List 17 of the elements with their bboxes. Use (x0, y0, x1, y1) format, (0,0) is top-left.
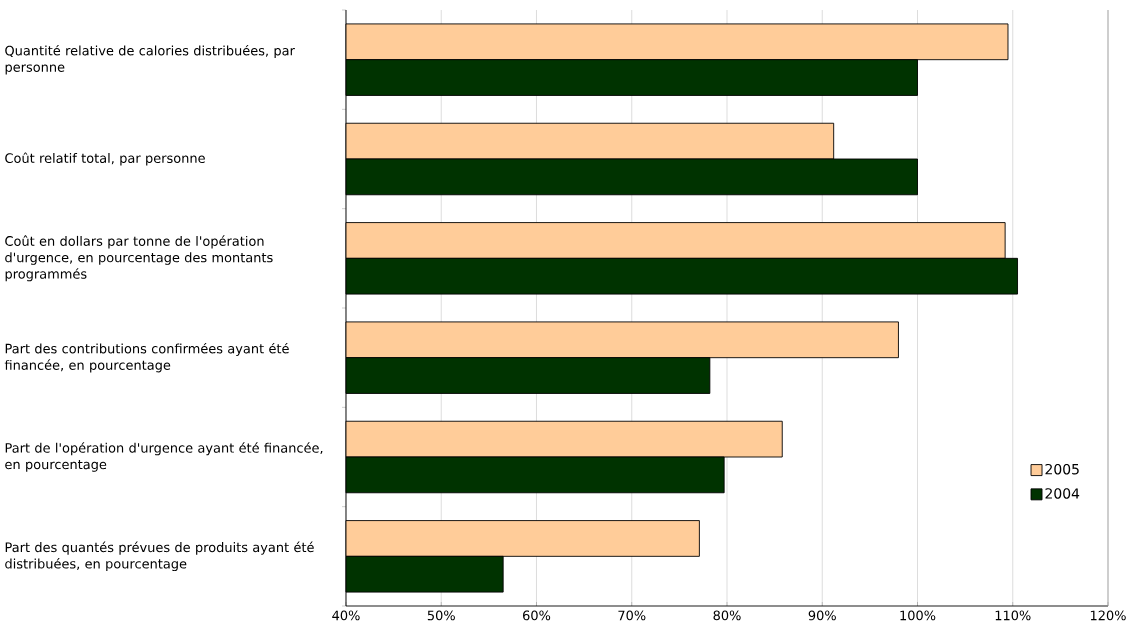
y-tick-label: Part de l'opération d'urgence ayant été financée, en pourcentage (5, 442, 323, 472)
y-tick-label: Quantité relative de calories distribuées, par personne (5, 44, 295, 75)
y-tick-label: Coût en dollars par tonne de l'opération d'urgence, en pourcentage des montants programmés (5, 235, 273, 282)
x-tick-label: 80% (713, 610, 741, 621)
y-tick-label: Part des contributions confirmées ayant été financée, en pourcentage (4, 342, 289, 373)
legend-label: 2004 (1045, 488, 1080, 499)
x-tick-label: 60% (523, 610, 551, 621)
y-tick-label: Part des quantés prévues de produits ayant été distribuées, en pourcentage (5, 541, 314, 572)
x-tick-label: 90% (808, 610, 836, 621)
x-tick-label: 100% (900, 610, 936, 621)
x-tick-label: 40% (332, 610, 360, 621)
x-tick-label: 70% (618, 610, 646, 621)
x-tick-label: 50% (427, 610, 455, 621)
y-tick-label: Coût relatif total, par personne (5, 152, 205, 166)
x-tick-label: 110% (995, 610, 1031, 621)
x-tick-label: 120% (1090, 610, 1126, 621)
legend-label: 2005 (1045, 463, 1079, 475)
